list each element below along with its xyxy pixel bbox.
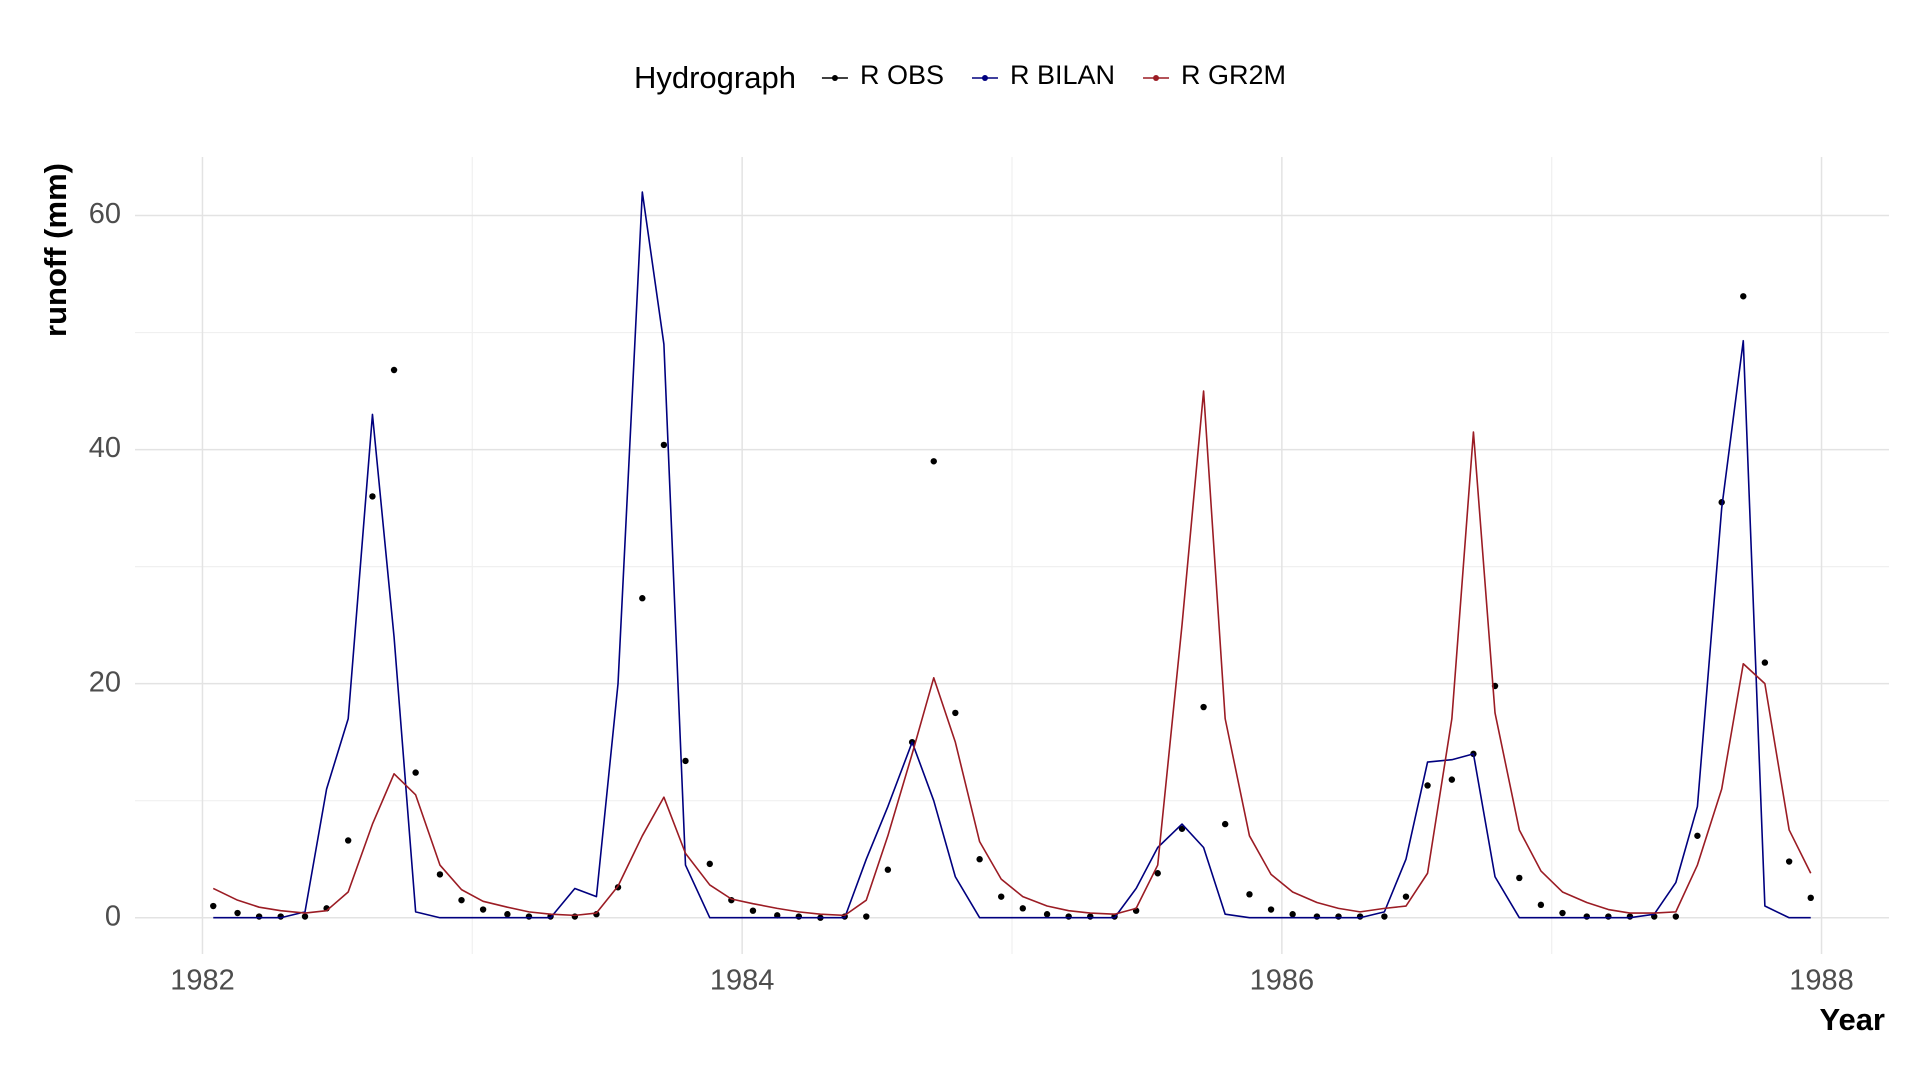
data-point (1335, 913, 1342, 920)
x-tick-label: 1984 (710, 965, 775, 997)
y-tick-label: 60 (89, 198, 121, 230)
data-point (436, 871, 444, 878)
data-point (660, 441, 668, 449)
data-point (1448, 776, 1456, 783)
x-tick-label: 1982 (170, 965, 235, 997)
legend-key-point (831, 75, 838, 81)
data-point (930, 458, 937, 465)
data-point (1087, 913, 1094, 920)
data-point (1672, 913, 1680, 920)
data-point (234, 909, 241, 917)
data-point (749, 907, 757, 914)
legend-item: R OBS (821, 60, 944, 90)
series-line (213, 191, 1811, 919)
y-tick-label: 0 (105, 900, 121, 932)
data-point (1221, 820, 1229, 828)
y-tick-label: 20 (89, 666, 121, 698)
data-point (1807, 894, 1814, 902)
data-point (1761, 659, 1769, 666)
data-point (706, 860, 713, 868)
data-point (344, 837, 352, 844)
grid (135, 157, 1889, 954)
legend-label: R BILAN (1010, 60, 1115, 90)
data-point (639, 595, 646, 602)
data-point (1065, 913, 1072, 920)
data-point (458, 896, 465, 904)
data-point (1043, 911, 1051, 918)
y-axis-title: runoff (mm) (38, 163, 73, 337)
data-point (479, 906, 487, 913)
data-point (1246, 891, 1253, 898)
data-point (1785, 858, 1793, 865)
data-point (795, 913, 803, 920)
data-point (255, 913, 263, 920)
legend-label: R OBS (860, 60, 944, 90)
legend-item: R GR2M (1143, 60, 1286, 90)
data-point (1740, 293, 1747, 300)
data-point (412, 769, 419, 776)
data-point (1289, 911, 1296, 918)
y-tick-label: 40 (89, 432, 121, 464)
data-point (301, 913, 309, 920)
series-line (212, 390, 1812, 917)
data-point (1154, 870, 1161, 877)
data-point (884, 866, 892, 873)
legend-item: R BILAN (971, 60, 1115, 90)
x-axis-title: Year (1819, 1002, 1885, 1037)
data-point (952, 709, 959, 717)
data-point (1019, 905, 1026, 912)
data-point (1559, 909, 1566, 917)
data-point (1381, 913, 1388, 920)
data-point (1516, 874, 1523, 882)
data-point (863, 913, 870, 920)
data-point (682, 757, 689, 765)
data-point (1178, 825, 1186, 832)
legend-key-point (1153, 75, 1160, 81)
data-point (1200, 703, 1207, 711)
data-point (976, 856, 983, 863)
legend-title: Hydrograph (634, 60, 796, 95)
x-tick-label: 1988 (1789, 965, 1854, 997)
legend: Hydrograph R OBS R BILAN R GR2M (634, 60, 1286, 95)
x-tick-label: 1986 (1250, 965, 1315, 997)
data-point (1402, 893, 1410, 900)
legend-label: R GR2M (1181, 60, 1286, 90)
data-point (998, 893, 1005, 900)
data-point (369, 493, 376, 500)
data-point (1537, 901, 1545, 909)
data-point (504, 911, 511, 918)
data-point (1605, 913, 1612, 920)
data-point (390, 366, 398, 374)
data-point (525, 913, 533, 920)
data-point (1583, 913, 1590, 920)
data-point (210, 902, 217, 910)
data-point (1694, 832, 1701, 839)
data-point (1424, 782, 1431, 789)
data-point (1313, 913, 1321, 920)
legend-key-point (981, 75, 988, 81)
data-point (571, 913, 579, 920)
data-point (1626, 913, 1634, 920)
marks (210, 191, 1814, 921)
data-point (1267, 906, 1275, 913)
